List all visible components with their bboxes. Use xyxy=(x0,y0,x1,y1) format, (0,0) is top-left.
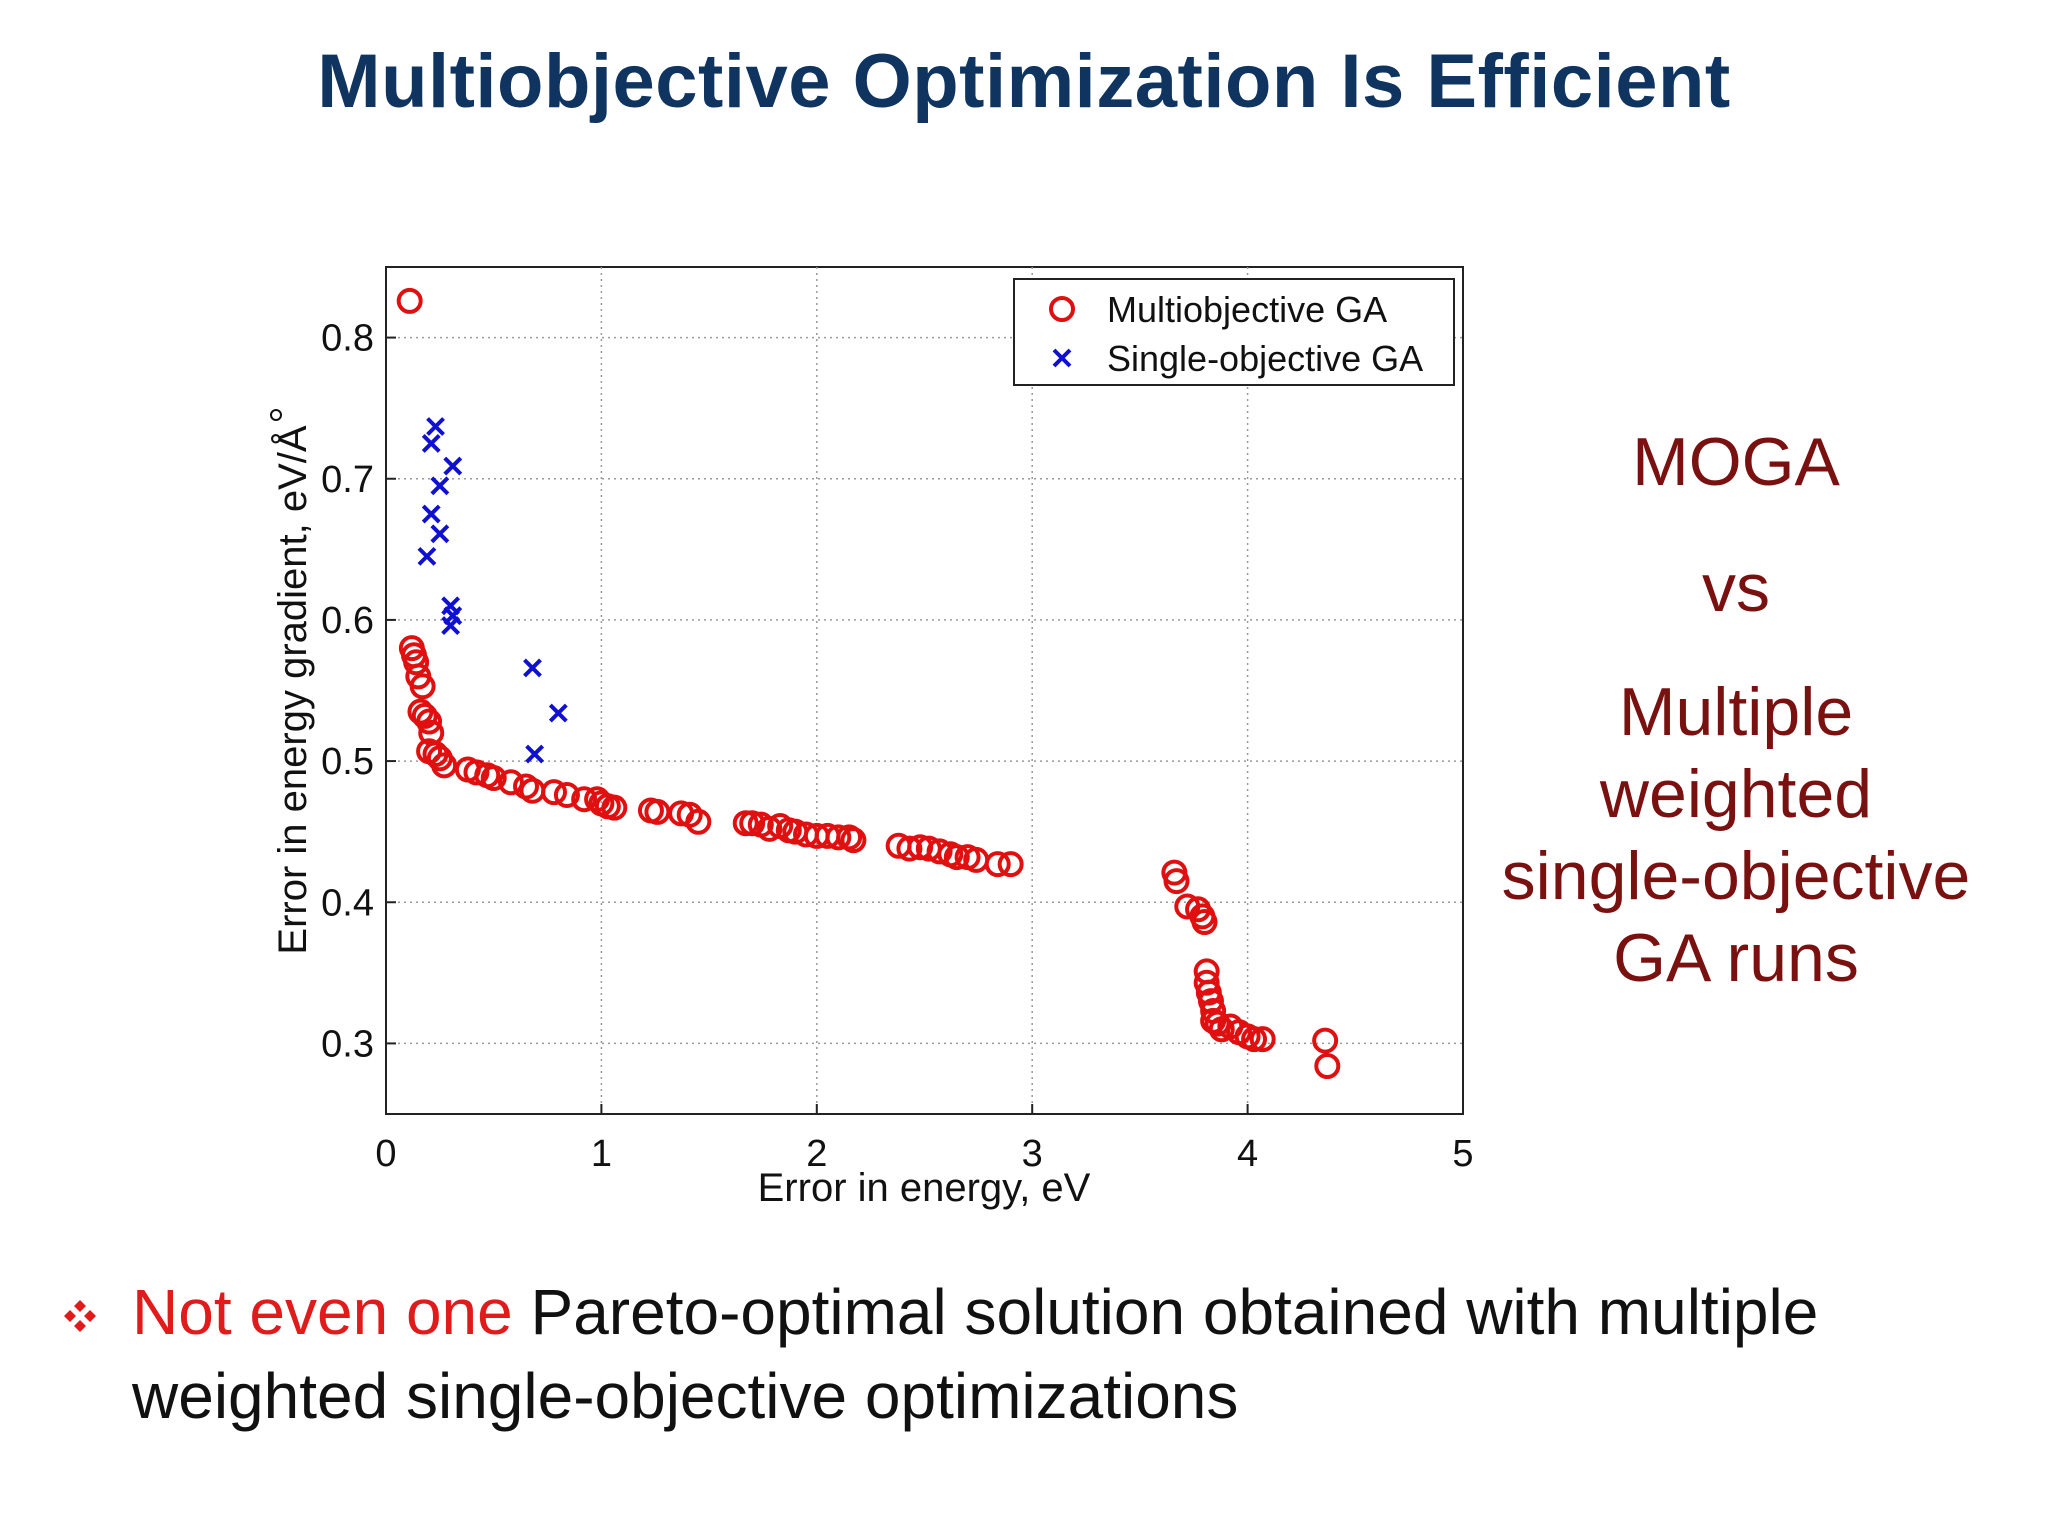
chart-legend: Multiobjective GA Single-objective GA xyxy=(1013,278,1455,386)
x-tick-label: 1 xyxy=(591,1133,612,1175)
y-tick-label: 0.6 xyxy=(321,600,374,642)
bullet-body: Pareto-optimal solution obtained with mu… xyxy=(132,1276,1819,1432)
legend-label-moga: Multiobjective GA xyxy=(1107,289,1387,330)
side-text-moga: MOGA xyxy=(1632,424,1840,500)
moga-point xyxy=(1241,1026,1268,1053)
plot-area xyxy=(385,266,1464,1115)
moga-point xyxy=(571,786,598,813)
moga-point xyxy=(896,835,923,862)
moga-point xyxy=(1204,1010,1231,1037)
side-text-single-objective: single-objective xyxy=(1501,838,1971,914)
moga-point xyxy=(416,708,443,735)
legend-label-soga: Single-objective GA xyxy=(1107,338,1423,379)
soga-point xyxy=(421,434,441,453)
y-tick-label: 0.5 xyxy=(321,741,374,783)
moga-point xyxy=(943,844,970,871)
moga-point xyxy=(463,759,490,786)
axis-ticks: 0 1 2 3 4 5 0.3 0.4 0.5 0.6 0.7 0.8 xyxy=(270,318,1474,1175)
y-tick-label: 0.8 xyxy=(321,318,374,360)
x-tick-label: 2 xyxy=(806,1133,827,1175)
diamond-bullet-icon xyxy=(64,1300,96,1332)
moga-point xyxy=(1163,868,1190,895)
bullet-point: Not even one Pareto-optimal solution obt… xyxy=(62,1270,1992,1438)
moga-point xyxy=(396,287,423,314)
moga-point xyxy=(1191,909,1218,936)
series-multiobjective-ga xyxy=(396,287,1341,1080)
soga-point xyxy=(441,616,461,635)
y-axis-label: Error in energy gradient, eV/Å xyxy=(270,425,315,954)
y-tick-label: 0.7 xyxy=(321,459,374,501)
moga-point xyxy=(685,808,712,835)
y-tick-label: 0.4 xyxy=(321,882,374,924)
soga-point xyxy=(430,476,450,496)
side-text-weighted: weighted xyxy=(1599,756,1873,832)
moga-point xyxy=(431,752,458,779)
side-text-vs: vs xyxy=(1702,550,1770,626)
legend-circle-marker-icon xyxy=(1049,296,1075,322)
y-label-superscript-mark xyxy=(270,409,282,421)
moga-point xyxy=(409,673,436,700)
y-tick-label: 0.3 xyxy=(321,1023,374,1065)
x-axis-label: Error in energy, eV xyxy=(758,1166,1091,1210)
slide-title: Multiobjective Optimization Is Efficient xyxy=(317,39,1731,124)
x-tick-label: 0 xyxy=(375,1133,396,1175)
moga-point xyxy=(601,794,628,821)
moga-point xyxy=(997,851,1024,878)
moga-point xyxy=(756,815,783,842)
soga-point xyxy=(523,658,542,678)
moga-point xyxy=(1312,1027,1339,1054)
moga-point xyxy=(411,702,438,729)
x-tick-label: 5 xyxy=(1452,1133,1473,1175)
bullet-text: Not even one Pareto-optimal solution obt… xyxy=(132,1270,1992,1438)
bullet-highlight: Not even one xyxy=(132,1276,513,1348)
legend-cross-marker-icon xyxy=(1052,348,1072,368)
moga-point xyxy=(984,851,1011,878)
moga-point xyxy=(541,779,568,806)
moga-point xyxy=(553,781,580,808)
moga-point xyxy=(840,827,867,854)
legend-box xyxy=(1013,278,1455,386)
moga-point xyxy=(1249,1026,1276,1053)
soga-point xyxy=(525,744,545,764)
x-tick-label: 4 xyxy=(1237,1133,1258,1175)
soga-point xyxy=(548,703,568,723)
series-single-objective-ga xyxy=(417,417,568,764)
soga-point xyxy=(430,524,450,544)
moga-point xyxy=(1193,969,1220,996)
side-text-ga-runs: GA runs xyxy=(1613,920,1859,996)
soga-point xyxy=(426,417,445,436)
moga-point xyxy=(1314,1053,1341,1080)
moga-point xyxy=(825,824,852,851)
moga-point xyxy=(926,838,953,865)
moga-point xyxy=(403,649,430,676)
soga-point xyxy=(421,504,441,524)
soga-point xyxy=(417,546,437,566)
soga-point xyxy=(443,456,463,476)
moga-point xyxy=(480,765,507,792)
x-tick-label: 3 xyxy=(1022,1133,1043,1175)
moga-point xyxy=(497,769,524,796)
side-text-multiple: Multiple xyxy=(1618,674,1854,750)
